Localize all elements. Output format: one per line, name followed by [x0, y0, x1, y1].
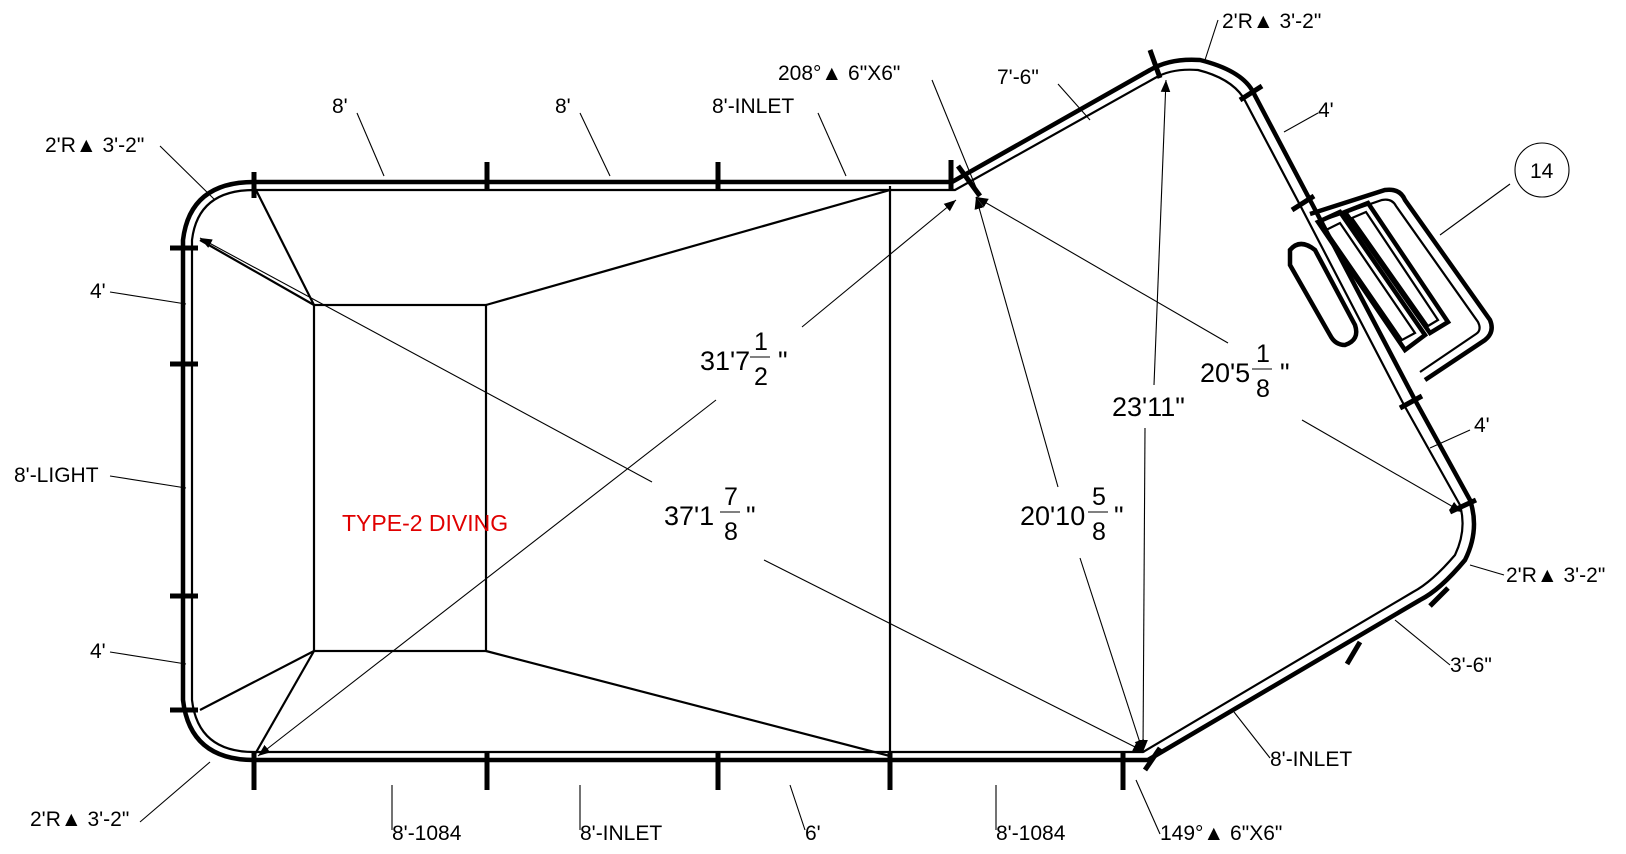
label-top-2: 8': [555, 95, 571, 118]
label-left-light: 8'-LIGHT: [14, 464, 99, 487]
label-angle-top: 208°▲ 6"X6": [778, 62, 900, 85]
label-radius-top-right: 2'R▲ 3'-2": [1222, 10, 1321, 33]
label-bottom-1084-right: 8'-1084: [996, 822, 1066, 845]
wall-ticks: [170, 49, 1478, 790]
dim-d1-inch: ": [778, 346, 788, 376]
leader-lines: [109, 19, 1570, 835]
dim-d2-den: 8: [724, 518, 738, 546]
dimension-d3: 20'10 5 8 ": [1020, 483, 1124, 546]
label-left-4-upper: 4': [90, 280, 106, 303]
label-seg-3-6: 3'-6": [1450, 654, 1492, 677]
callout-number: 14: [1530, 160, 1554, 183]
label-top-3: 8'-INLET: [712, 95, 794, 118]
dimension-d2: 37'1 7 8 ": [664, 483, 756, 546]
label-top-1: 8': [332, 95, 348, 118]
dimension-d1: 31'7 1 2 ": [700, 328, 788, 391]
dim-d1-den: 2: [754, 363, 768, 391]
dim-d5-whole: 20'5: [1200, 358, 1250, 388]
label-bottom-1084-left: 8'-1084: [392, 822, 462, 845]
dim-d3-whole: 20'10: [1020, 501, 1085, 531]
dim-d2-whole: 37'1: [664, 501, 714, 531]
dim-d1-whole: 31'7: [700, 346, 750, 376]
dim-d2-inch: ": [746, 501, 756, 531]
dim-d4: 23'11": [1112, 392, 1185, 422]
dim-d3-inch: ": [1114, 501, 1124, 531]
dim-d1-num: 1: [754, 328, 768, 356]
pool-inner-wall: [190, 68, 1464, 754]
dimension-d5: 20'5 1 8 ": [1200, 340, 1290, 403]
dim-d2-num: 7: [724, 483, 738, 511]
label-right-4-upper: 4': [1318, 99, 1334, 122]
label-bottom-inlet: 8'-INLET: [580, 822, 662, 845]
label-right-4-lower: 4': [1474, 414, 1490, 437]
label-radius-bottom-left: 2'R▲ 3'-2": [30, 808, 129, 831]
label-radius-right: 2'R▲ 3'-2": [1506, 564, 1605, 587]
steps: [1287, 187, 1494, 382]
dim-d3-den: 8: [1092, 518, 1106, 546]
dimension-lines: [199, 79, 1463, 757]
diving-hopper: [199, 185, 892, 758]
label-radius-top-left: 2'R▲ 3'-2": [45, 134, 144, 157]
wall-labels: 8' 8' 8'-INLET 208°▲ 6"X6" 7'-6" 2'R▲ 3'…: [14, 10, 1605, 845]
label-bottom-right-inlet: 8'-INLET: [1270, 748, 1352, 771]
pool-type-label: TYPE-2 DIVING: [342, 510, 508, 536]
pool-outer-wall: [180, 57, 1477, 763]
callout-circle: [1514, 142, 1570, 198]
label-seg-7-6: 7'-6": [997, 66, 1039, 89]
dim-d5-num: 1: [1256, 340, 1270, 368]
dim-d3-num: 5: [1092, 483, 1106, 511]
dim-d5-inch: ": [1280, 358, 1290, 388]
label-left-4-lower: 4': [90, 640, 106, 663]
dim-d5-den: 8: [1256, 375, 1270, 403]
label-bottom-6: 6': [805, 822, 821, 845]
label-angle-bottom: 149°▲ 6"X6": [1160, 822, 1282, 845]
